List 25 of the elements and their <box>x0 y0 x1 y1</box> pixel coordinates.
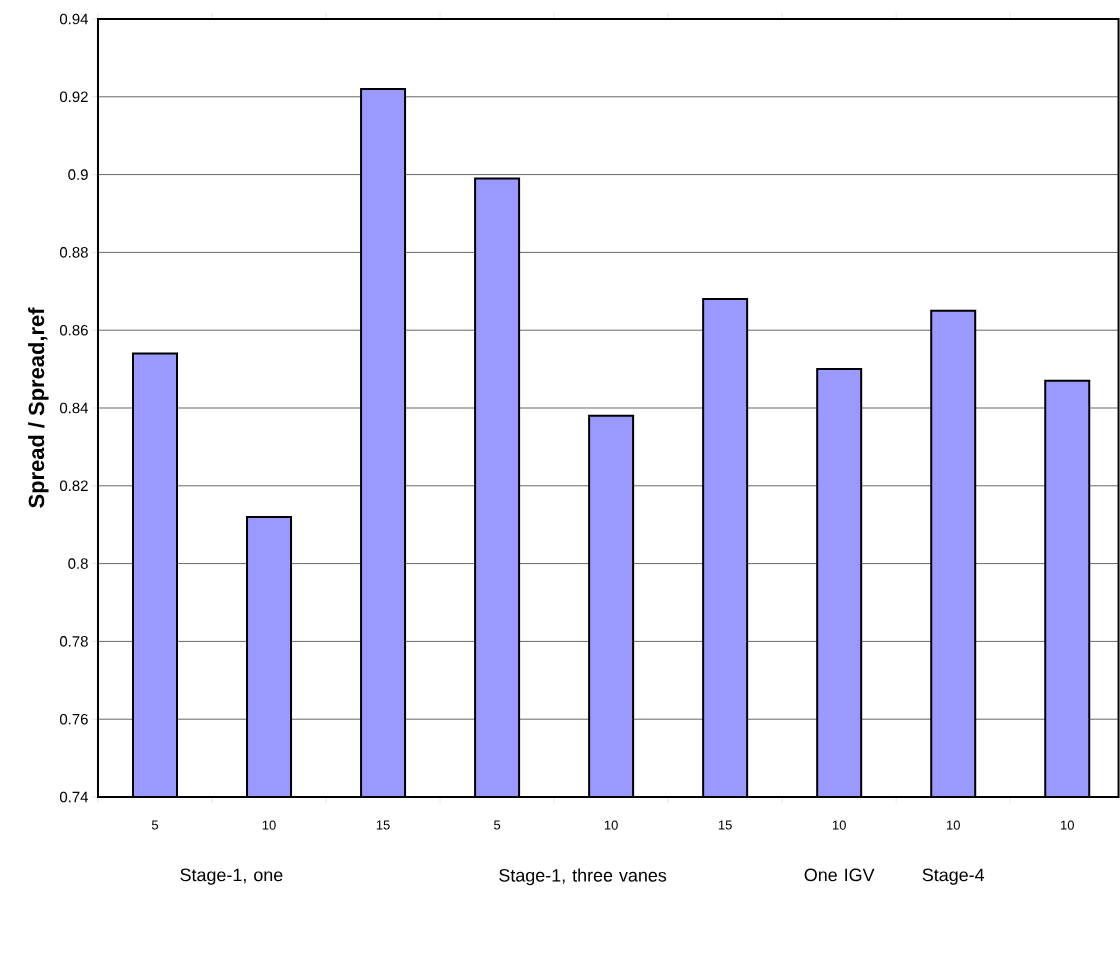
y-tick-label: 0.86 <box>59 324 88 336</box>
y-tick-label: 0.74 <box>59 791 89 803</box>
text: Stage-4 <box>922 868 985 885</box>
x-tick-label: 10 <box>604 820 618 830</box>
x-tick-label: 10 <box>946 820 960 830</box>
x-tick-label: 15 <box>376 820 390 830</box>
y-tick-label: 0.84 <box>59 402 89 414</box>
text: Stage-1, one <box>180 868 283 885</box>
y-tick-label: 0.76 <box>59 713 88 725</box>
y-tick-label: 0.9 <box>68 169 88 180</box>
text: One IGV <box>804 868 875 882</box>
y-axis-title: Spread / Spread,ref <box>28 307 49 508</box>
x-tick-label: 15 <box>718 820 732 830</box>
y-tick-label: 0.78 <box>59 636 88 647</box>
y-tick-label: 0.82 <box>59 480 88 492</box>
x-tick-label: 10 <box>832 820 846 830</box>
y-tick-label: 0.94 <box>59 13 89 25</box>
text: Stage-1, three vanes <box>499 868 667 886</box>
x-tick-label: 10 <box>262 820 276 830</box>
x-tick-label: 5 <box>494 820 501 830</box>
y-tick-label: 0.88 <box>59 247 88 258</box>
y-tick-label: 0.8 <box>68 558 88 569</box>
x-tick-label: 10 <box>1061 820 1074 830</box>
x-tick-label: 5 <box>151 820 159 830</box>
y-tick-label: 0.92 <box>59 91 88 103</box>
